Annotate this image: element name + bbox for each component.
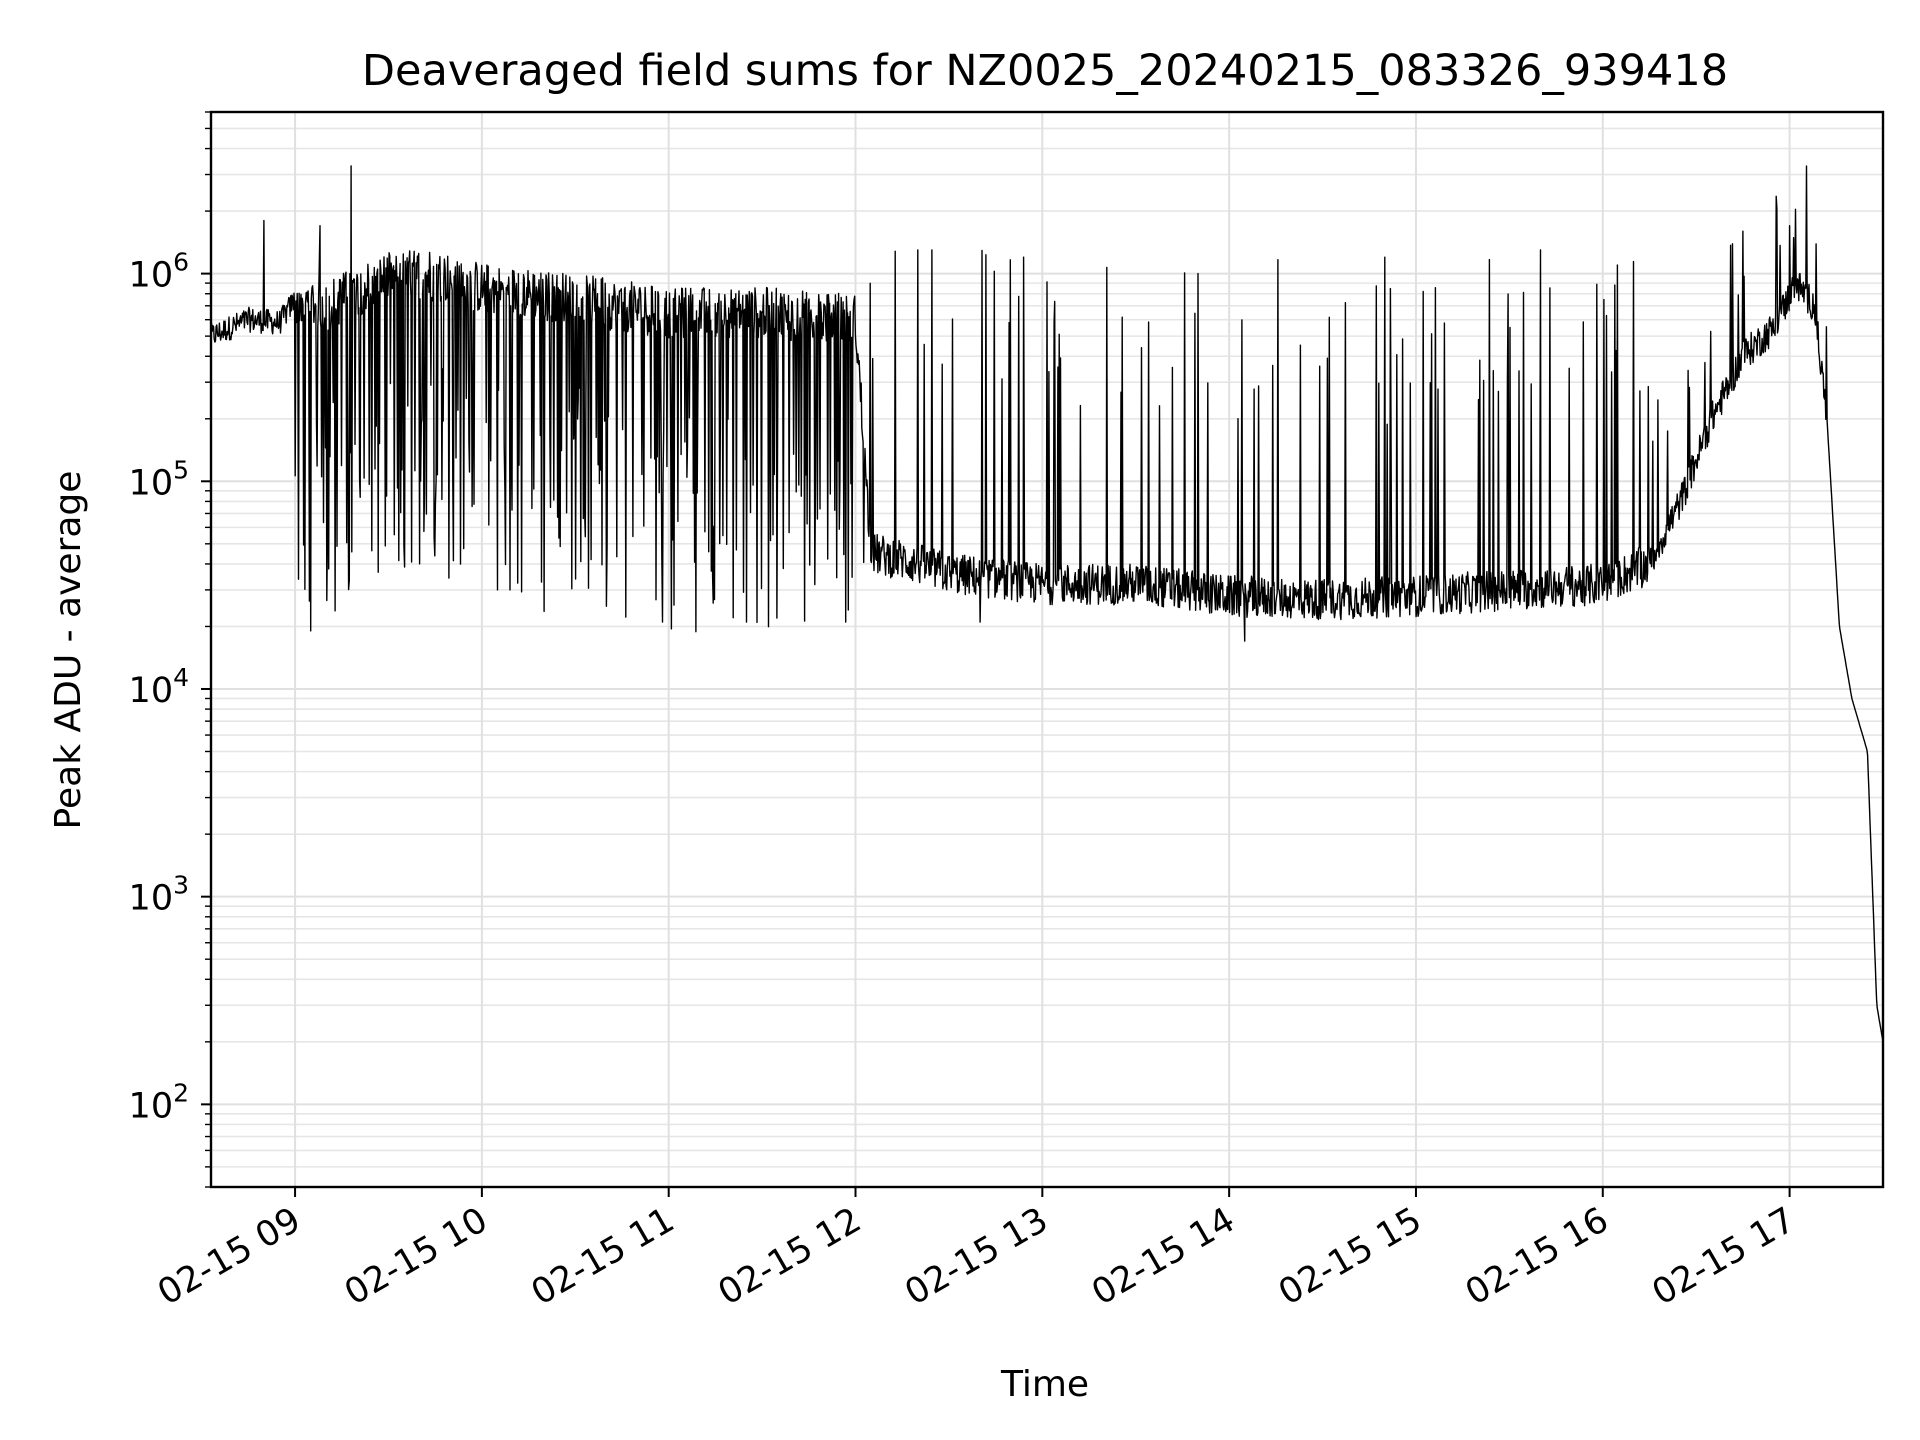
chart-title: Deaveraged field sums for NZ0025_2024021… <box>362 46 1728 96</box>
series-layer <box>210 165 1884 1042</box>
series-line <box>210 165 1884 1042</box>
x-axis-label: Time <box>1000 1364 1089 1405</box>
y-axis-label: Peak ADU - average <box>48 471 89 830</box>
y-tick-label: 103 <box>129 871 189 919</box>
y-tick-label: 105 <box>129 455 189 503</box>
plot-frame <box>209 110 1885 1189</box>
y-tick-label: 106 <box>129 248 189 296</box>
y-tick-label: 102 <box>129 1078 189 1126</box>
y-tick-label: 104 <box>129 663 189 711</box>
